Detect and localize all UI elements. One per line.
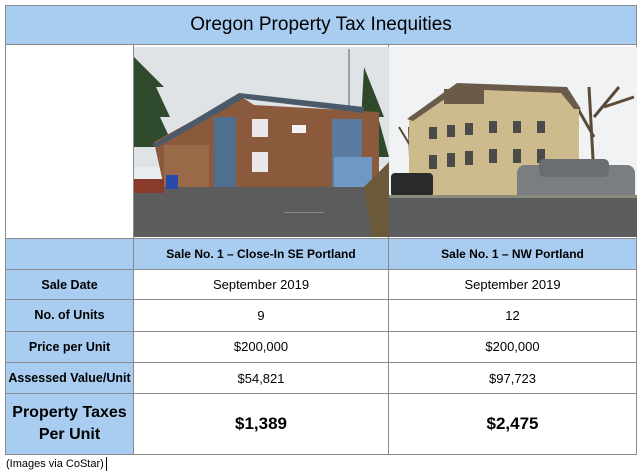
property-tax-table: Oregon Property Tax Inequities: [4, 4, 638, 455]
taxes-label-line1: Property Taxes: [12, 404, 127, 422]
image-credit: (Images via CoStar): [6, 457, 107, 471]
table-title: Oregon Property Tax Inequities: [4, 4, 638, 46]
row-label-sale-date: Sale Date: [5, 268, 134, 301]
row-label-assessed: Assessed Value/Unit: [5, 361, 134, 395]
row-label-price: Price per Unit: [5, 330, 134, 363]
sale-date-se: September 2019: [133, 268, 389, 301]
sale-date-nw: September 2019: [387, 268, 638, 301]
se-portland-photo: [133, 44, 389, 239]
column-header-nw: Sale No. 1 – NW Portland: [387, 237, 638, 270]
empty-cell: [5, 44, 134, 239]
row-label-units: No. of Units: [5, 299, 134, 332]
assessed-se: $54,821: [133, 361, 389, 395]
price-nw: $200,000: [387, 330, 638, 363]
units-se: 9: [133, 299, 389, 332]
units-nw: 12: [387, 299, 638, 332]
row-label-taxes: Property Taxes Per Unit: [5, 393, 134, 455]
price-se: $200,000: [133, 330, 389, 363]
column-header-se: Sale No. 1 – Close-In SE Portland: [133, 237, 389, 270]
taxes-label-line2: Per Unit: [38, 426, 101, 444]
assessed-nw: $97,723: [387, 361, 638, 395]
taxes-nw: $2,475: [387, 393, 638, 455]
nw-portland-photo: [387, 44, 638, 239]
taxes-se: $1,389: [133, 393, 389, 455]
header-blank: [5, 237, 134, 270]
